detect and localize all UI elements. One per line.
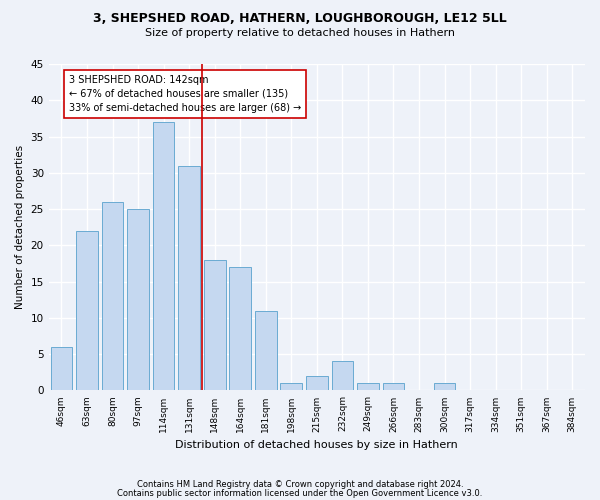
Bar [357, 383, 379, 390]
Bar [383, 383, 404, 390]
Bar [204, 260, 226, 390]
Bar [332, 362, 353, 390]
Bar [76, 231, 98, 390]
Bar [153, 122, 175, 390]
Bar [306, 376, 328, 390]
Text: Contains HM Land Registry data © Crown copyright and database right 2024.: Contains HM Land Registry data © Crown c… [137, 480, 463, 489]
Bar [229, 267, 251, 390]
Bar [50, 347, 72, 391]
Bar [101, 202, 124, 390]
Y-axis label: Number of detached properties: Number of detached properties [15, 145, 25, 310]
Text: Contains public sector information licensed under the Open Government Licence v3: Contains public sector information licen… [118, 489, 482, 498]
X-axis label: Distribution of detached houses by size in Hathern: Distribution of detached houses by size … [175, 440, 458, 450]
Bar [280, 383, 302, 390]
Bar [178, 166, 200, 390]
Bar [434, 383, 455, 390]
Bar [127, 209, 149, 390]
Text: Size of property relative to detached houses in Hathern: Size of property relative to detached ho… [145, 28, 455, 38]
Text: 3 SHEPSHED ROAD: 142sqm
← 67% of detached houses are smaller (135)
33% of semi-d: 3 SHEPSHED ROAD: 142sqm ← 67% of detache… [69, 75, 301, 113]
Bar [255, 310, 277, 390]
Text: 3, SHEPSHED ROAD, HATHERN, LOUGHBOROUGH, LE12 5LL: 3, SHEPSHED ROAD, HATHERN, LOUGHBOROUGH,… [93, 12, 507, 26]
